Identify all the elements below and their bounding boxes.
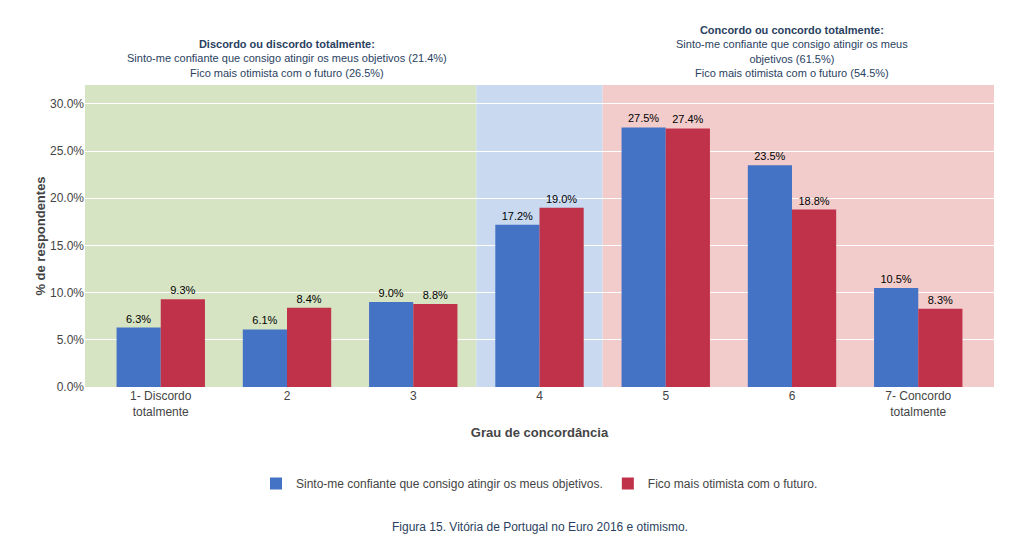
svg-text:Sinto-me confiante que consigo: Sinto-me confiante que consigo atingir o… [296, 477, 603, 491]
svg-text:% de respondentes: % de respondentes [33, 176, 48, 295]
svg-text:Figura 15. Vitória de Portugal: Figura 15. Vitória de Portugal no Euro 2… [392, 520, 688, 534]
svg-text:6.1%: 6.1% [252, 314, 277, 326]
svg-text:27.5%: 27.5% [628, 112, 659, 124]
svg-text:5: 5 [662, 389, 669, 403]
svg-text:19.0%: 19.0% [546, 193, 577, 205]
svg-text:8.3%: 8.3% [928, 294, 953, 306]
svg-text:25.0%: 25.0% [50, 144, 84, 158]
svg-text:6.3%: 6.3% [126, 313, 151, 325]
svg-text:Discordo ou discordo totalment: Discordo ou discordo totalmente:Sinto-me… [127, 38, 447, 79]
svg-text:18.8%: 18.8% [798, 195, 829, 207]
svg-text:23.5%: 23.5% [754, 150, 785, 162]
svg-text:30.0%: 30.0% [50, 97, 84, 111]
svg-text:3: 3 [410, 389, 417, 403]
svg-text:27.4%: 27.4% [672, 113, 703, 125]
svg-text:6: 6 [789, 389, 796, 403]
svg-text:10.5%: 10.5% [880, 273, 911, 285]
svg-text:4: 4 [536, 389, 543, 403]
svg-text:8.8%: 8.8% [423, 289, 448, 301]
svg-text:9.0%: 9.0% [379, 287, 404, 299]
svg-text:17.2%: 17.2% [502, 210, 533, 222]
svg-text:Fico mais otimista com o futur: Fico mais otimista com o futuro. [648, 477, 817, 491]
svg-text:7- Concordototalmente: 7- Concordototalmente [885, 389, 951, 419]
svg-text:10.0%: 10.0% [50, 286, 84, 300]
svg-text:5.0%: 5.0% [57, 333, 85, 347]
svg-text:9.3%: 9.3% [170, 284, 195, 296]
svg-text:0.0%: 0.0% [57, 380, 85, 394]
svg-text:2: 2 [284, 389, 291, 403]
svg-text:20.0%: 20.0% [50, 191, 84, 205]
svg-text:8.4%: 8.4% [296, 293, 321, 305]
svg-text:Concordo ou concordo totalment: Concordo ou concordo totalmente:Sinto-me… [676, 24, 908, 79]
svg-text:15.0%: 15.0% [50, 239, 84, 253]
svg-text:Grau de concordância: Grau de concordância [471, 425, 609, 440]
svg-text:1- Discordototalmente: 1- Discordototalmente [130, 389, 192, 419]
